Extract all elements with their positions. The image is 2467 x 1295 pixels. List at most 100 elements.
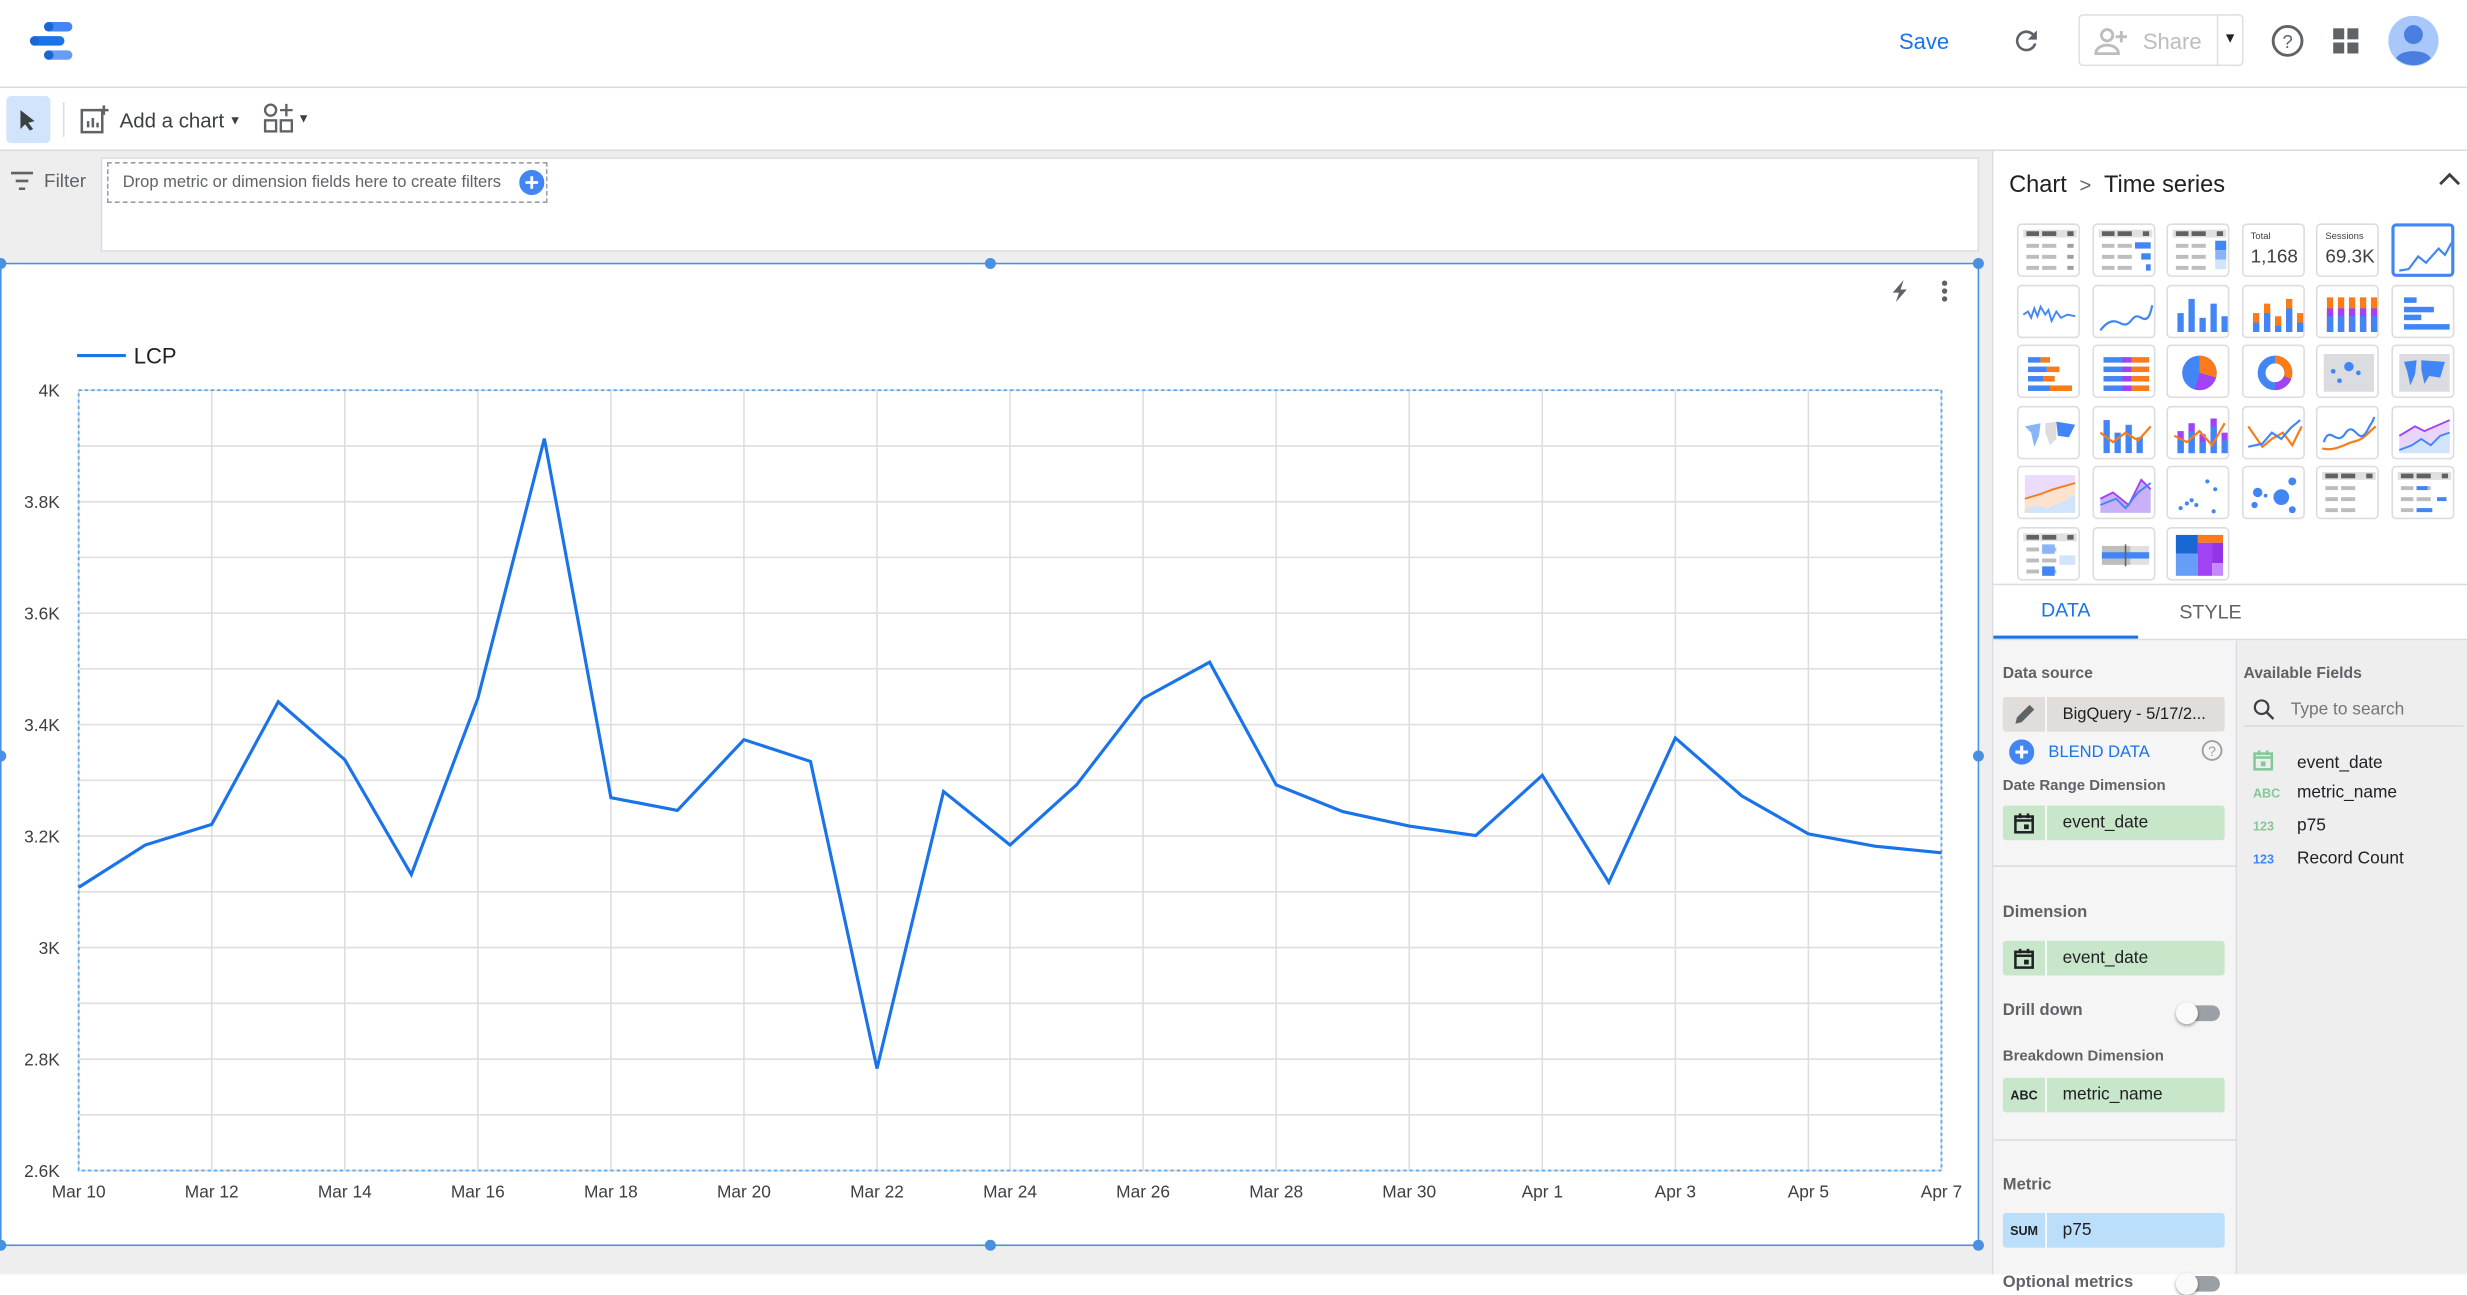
add-chart-button[interactable]: Add a chart ▼ bbox=[79, 99, 241, 140]
chart-type-bullet[interactable] bbox=[2091, 526, 2155, 580]
chart-type-bubble[interactable] bbox=[2241, 465, 2305, 520]
chart-type-filled-map[interactable] bbox=[2390, 344, 2454, 399]
resize-handle[interactable] bbox=[984, 1239, 996, 1251]
select-tool-button[interactable] bbox=[6, 95, 51, 144]
resize-handle[interactable] bbox=[984, 258, 996, 270]
lightning-icon[interactable] bbox=[1890, 278, 1912, 303]
chart-type-stacked-area[interactable] bbox=[2016, 465, 2080, 520]
data-point[interactable] bbox=[1737, 791, 1746, 800]
looker-studio-logo[interactable] bbox=[28, 20, 75, 61]
chart-type-time-series[interactable] bbox=[2390, 223, 2454, 277]
data-point[interactable] bbox=[1671, 733, 1680, 742]
chart-type-100-stacked-column[interactable] bbox=[2315, 283, 2379, 338]
legend-label[interactable]: LCP bbox=[134, 343, 177, 368]
help-icon[interactable]: ? bbox=[2201, 739, 2223, 761]
chart-type-sparkline[interactable] bbox=[2016, 283, 2080, 338]
chart-type-pivot-heatmap[interactable] bbox=[2016, 526, 2080, 580]
data-source-chip[interactable]: BigQuery - 5/17/2... bbox=[2002, 696, 2225, 732]
resize-handle[interactable] bbox=[0, 750, 7, 762]
chart-type-line[interactable] bbox=[2241, 405, 2305, 459]
chart-type-scorecard[interactable]: Total 1,168 bbox=[2241, 223, 2305, 277]
share-button[interactable]: Share ▼ bbox=[2078, 14, 2244, 67]
dimension-chip[interactable]: event_date bbox=[2002, 940, 2225, 976]
collapse-chevron-up-icon[interactable] bbox=[2439, 171, 2461, 187]
data-point[interactable] bbox=[872, 1064, 881, 1073]
field-search-input[interactable] bbox=[2290, 699, 2464, 719]
chart-type-area[interactable] bbox=[2390, 405, 2454, 459]
time-series-chart[interactable]: 2.6K 2.8K 3K 3.2K 3.4K 3.6K 3.8K 4K Mar 10 Mar 12… bbox=[0, 258, 1984, 1251]
metric-chip[interactable]: SUM p75 bbox=[2002, 1213, 2225, 1248]
chart-type-table-heatmap[interactable] bbox=[2166, 223, 2230, 277]
chart-type-smoothed-line[interactable] bbox=[2091, 283, 2155, 338]
tab-data[interactable]: DATA bbox=[1993, 585, 2139, 639]
data-point[interactable] bbox=[1072, 780, 1081, 789]
resize-handle[interactable] bbox=[0, 1239, 7, 1251]
chart-type-scatter[interactable] bbox=[2166, 465, 2230, 520]
apps-grid-icon[interactable] bbox=[2332, 27, 2360, 55]
chart-type-table[interactable] bbox=[2016, 223, 2080, 277]
resize-handle[interactable] bbox=[0, 258, 7, 270]
chart-type-pivot-bars[interactable] bbox=[2390, 465, 2454, 520]
filter-dropzone[interactable]: Drop metric or dimension fields here to … bbox=[106, 162, 548, 203]
save-button[interactable]: Save bbox=[1898, 28, 1950, 54]
available-field[interactable]: event_date bbox=[2253, 750, 2383, 774]
data-point[interactable] bbox=[739, 735, 748, 744]
data-point[interactable] bbox=[606, 793, 615, 802]
data-point[interactable] bbox=[1804, 829, 1813, 838]
chart-type-stacked-bar[interactable] bbox=[2016, 344, 2080, 399]
data-point[interactable] bbox=[673, 806, 682, 815]
optional-metrics-toggle[interactable] bbox=[2175, 1272, 2220, 1295]
breadcrumb-root[interactable]: Chart bbox=[2009, 171, 2067, 199]
edit-pencil-icon[interactable] bbox=[2013, 703, 2035, 725]
chart-type-stacked-combo[interactable] bbox=[2166, 405, 2230, 459]
field-search[interactable] bbox=[2243, 692, 2464, 727]
resize-handle[interactable] bbox=[1972, 258, 1984, 270]
date-range-chip[interactable]: event_date bbox=[2002, 805, 2225, 841]
data-point[interactable] bbox=[1005, 840, 1014, 849]
tab-style[interactable]: STYLE bbox=[2138, 585, 2283, 638]
data-point[interactable] bbox=[540, 434, 549, 443]
data-point[interactable] bbox=[1138, 694, 1147, 703]
data-point[interactable] bbox=[1471, 831, 1480, 840]
data-point[interactable] bbox=[939, 787, 948, 796]
aggregation-label[interactable]: SUM bbox=[2003, 1213, 2047, 1248]
data-point[interactable] bbox=[1271, 780, 1280, 789]
more-vert-icon[interactable] bbox=[1940, 278, 1949, 303]
data-point[interactable] bbox=[340, 755, 349, 764]
breakdown-chip[interactable]: ABC metric_name bbox=[2002, 1077, 2225, 1113]
chart-type-pie[interactable] bbox=[2166, 344, 2230, 399]
chart-type-100-stacked-bar[interactable] bbox=[2091, 344, 2155, 399]
data-point[interactable] bbox=[473, 694, 482, 703]
filter-control[interactable]: Filter bbox=[9, 170, 86, 192]
chart-type-stacked-column[interactable] bbox=[2241, 283, 2305, 338]
available-field[interactable]: 123 p75 bbox=[2253, 817, 2326, 836]
series-line-lcp[interactable] bbox=[77, 438, 1942, 1069]
share-dropdown-icon[interactable]: ▼ bbox=[2223, 29, 2238, 46]
data-point[interactable] bbox=[1937, 848, 1946, 857]
chart-type-table-bars[interactable] bbox=[2091, 223, 2155, 277]
chart-type-column[interactable] bbox=[2166, 283, 2230, 338]
chart-type-donut[interactable] bbox=[2241, 344, 2305, 399]
chart-type-smoothed-line-2[interactable] bbox=[2315, 405, 2379, 459]
add-filter-icon[interactable] bbox=[519, 169, 545, 196]
data-point[interactable] bbox=[1405, 821, 1414, 830]
data-point[interactable] bbox=[1604, 878, 1613, 887]
chart-type-pivot[interactable] bbox=[2315, 465, 2379, 520]
resize-handle[interactable] bbox=[1972, 1239, 1984, 1251]
avatar[interactable] bbox=[2388, 15, 2439, 67]
data-point[interactable] bbox=[274, 697, 283, 706]
data-point[interactable] bbox=[1538, 771, 1547, 780]
chart-type-bubble-map[interactable] bbox=[2315, 344, 2379, 399]
chart-type-treemap[interactable] bbox=[2166, 526, 2230, 580]
chart-type-combo[interactable] bbox=[2091, 405, 2155, 459]
chart-type-scorecard-compact[interactable]: Sessions 69.3K bbox=[2315, 223, 2379, 277]
add-control-button[interactable]: ▼ bbox=[263, 102, 310, 133]
data-point[interactable] bbox=[1205, 657, 1214, 666]
data-point[interactable] bbox=[1338, 807, 1347, 816]
data-point[interactable] bbox=[1870, 841, 1879, 850]
data-point[interactable] bbox=[806, 757, 815, 766]
data-point[interactable] bbox=[407, 870, 416, 879]
data-point[interactable] bbox=[74, 883, 83, 892]
data-point[interactable] bbox=[140, 840, 149, 849]
available-field[interactable]: 123 Record Count bbox=[2253, 850, 2404, 869]
